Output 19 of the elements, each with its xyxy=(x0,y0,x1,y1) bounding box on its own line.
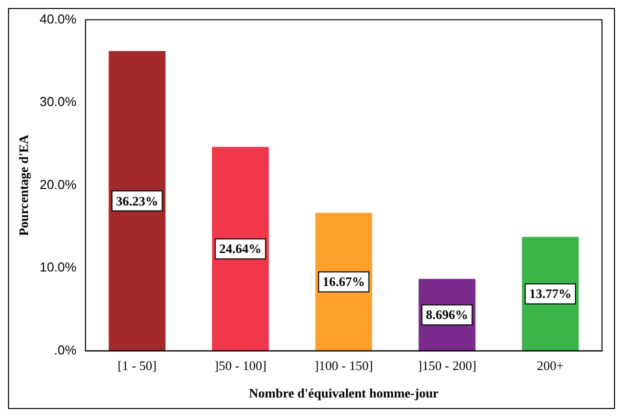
data-label: 8.696% xyxy=(426,307,468,322)
y-axis-title: Pourcentage d'EA xyxy=(16,134,32,236)
bar xyxy=(108,50,166,351)
y-tick-label: .0% xyxy=(54,342,77,358)
x-axis-title: Nombre d'équivalent homme-jour xyxy=(248,386,439,401)
data-label: 16.67% xyxy=(322,274,365,290)
y-tick-label: 10.0% xyxy=(40,260,77,275)
y-tick-label: 30.0% xyxy=(40,94,77,110)
data-label: 13.77% xyxy=(529,286,572,302)
y-tick-label: 20.0% xyxy=(40,176,77,192)
x-tick-label: 200+ xyxy=(536,358,564,374)
x-tick-label: ]150 - 200] xyxy=(418,358,476,374)
x-tick-label: [1 - 50] xyxy=(118,358,157,374)
y-tick-label: 40.0% xyxy=(40,11,77,26)
x-tick-label: ]100 - 150] xyxy=(314,358,373,374)
data-label: 36.23% xyxy=(116,193,158,208)
data-label: 24.64% xyxy=(219,241,262,256)
x-tick-label: ]50 - 100] xyxy=(214,358,266,374)
bar xyxy=(212,146,269,351)
